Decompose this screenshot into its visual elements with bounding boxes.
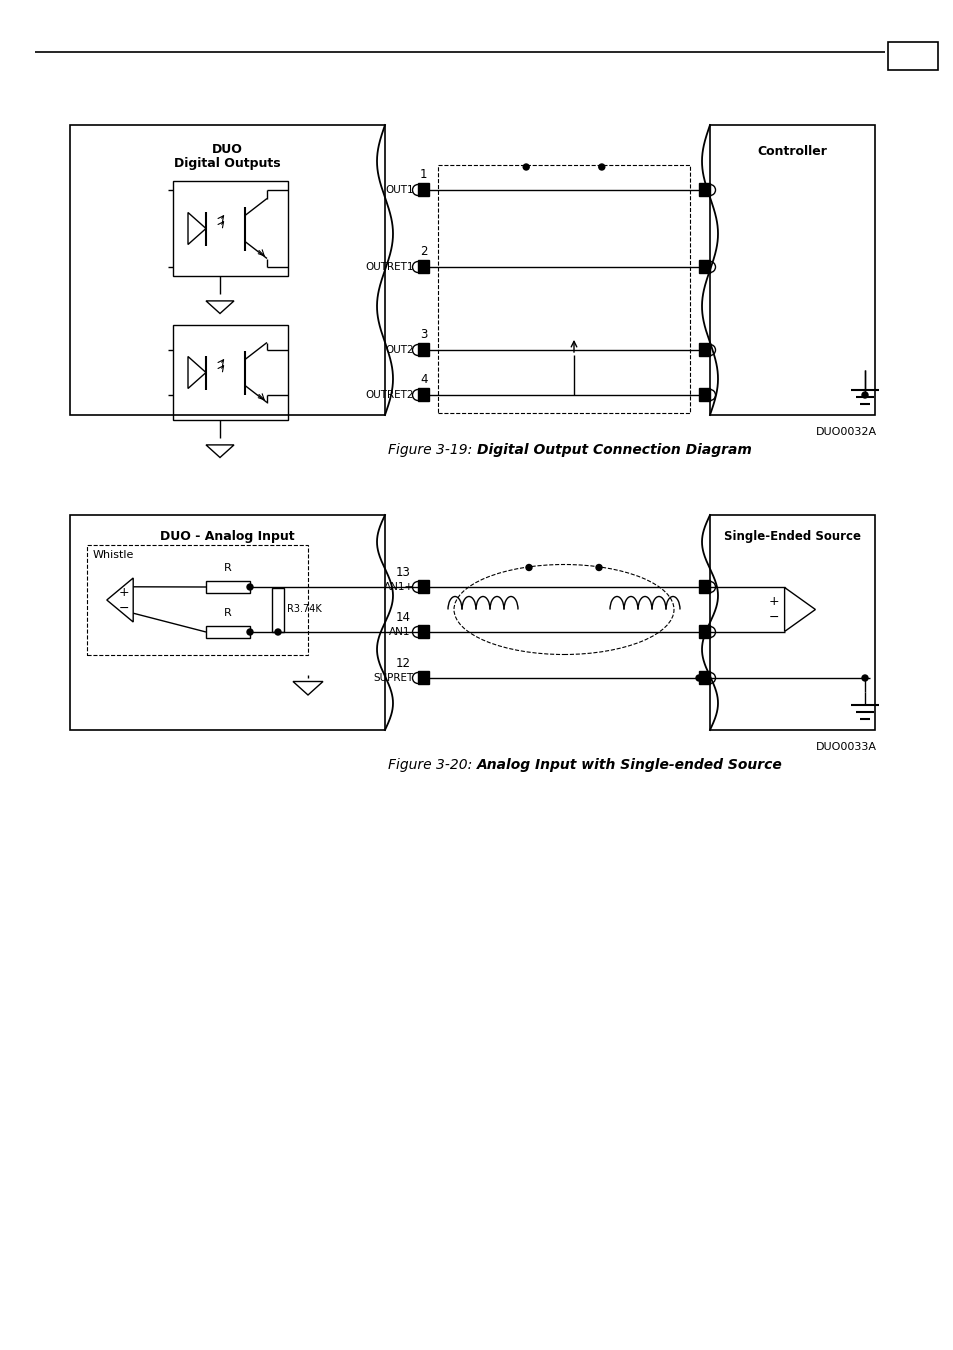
Text: OUT1: OUT1 bbox=[385, 185, 414, 194]
Circle shape bbox=[596, 564, 601, 571]
Text: +: + bbox=[119, 586, 130, 598]
Text: +: + bbox=[768, 595, 779, 608]
Text: DUO - Analog Input: DUO - Analog Input bbox=[160, 531, 294, 543]
Bar bbox=[417, 343, 429, 356]
Bar bbox=[172, 324, 288, 420]
Text: −: − bbox=[119, 602, 130, 614]
Bar bbox=[709, 514, 874, 730]
Text: 13: 13 bbox=[395, 566, 411, 579]
Text: Figure 3-19:: Figure 3-19: bbox=[388, 443, 476, 458]
Text: R: R bbox=[224, 608, 232, 618]
Text: DUO0033A: DUO0033A bbox=[815, 743, 876, 752]
Text: Analog Input with Single-ended Source: Analog Input with Single-ended Source bbox=[476, 757, 781, 772]
Bar bbox=[699, 625, 709, 639]
Bar bbox=[417, 671, 429, 684]
Text: Figure 3-20:: Figure 3-20: bbox=[388, 757, 476, 772]
Circle shape bbox=[862, 392, 867, 398]
Text: 3: 3 bbox=[419, 328, 427, 342]
Bar bbox=[417, 625, 429, 639]
Bar bbox=[699, 343, 709, 356]
Text: 2: 2 bbox=[419, 244, 427, 258]
Bar bbox=[417, 261, 429, 273]
Text: −: − bbox=[768, 612, 779, 624]
Circle shape bbox=[696, 675, 701, 680]
Bar bbox=[887, 42, 937, 70]
Text: OUTRET1: OUTRET1 bbox=[365, 262, 414, 271]
Text: OUTRET2: OUTRET2 bbox=[365, 390, 414, 400]
Bar bbox=[417, 184, 429, 196]
Circle shape bbox=[247, 585, 253, 590]
Bar bbox=[206, 580, 250, 593]
Circle shape bbox=[247, 629, 253, 634]
Bar bbox=[437, 165, 689, 413]
Bar bbox=[699, 184, 709, 196]
Bar bbox=[699, 261, 709, 273]
Bar bbox=[70, 514, 385, 730]
Circle shape bbox=[274, 629, 281, 634]
Bar bbox=[699, 387, 709, 401]
Bar bbox=[70, 126, 385, 414]
Text: Controller: Controller bbox=[757, 144, 826, 158]
Text: R: R bbox=[224, 563, 232, 572]
Circle shape bbox=[598, 163, 604, 170]
Text: 1: 1 bbox=[419, 167, 427, 181]
Circle shape bbox=[522, 163, 529, 170]
Text: AN1+: AN1+ bbox=[383, 582, 414, 593]
Bar bbox=[709, 126, 874, 414]
Text: DUO0032A: DUO0032A bbox=[815, 427, 876, 437]
Bar bbox=[272, 587, 284, 632]
Text: AN1-: AN1- bbox=[388, 626, 414, 637]
Bar bbox=[172, 181, 288, 275]
Text: 4: 4 bbox=[419, 373, 427, 386]
Text: Digital Output Connection Diagram: Digital Output Connection Diagram bbox=[476, 443, 751, 458]
Bar bbox=[699, 671, 709, 684]
Text: Whistle: Whistle bbox=[92, 549, 134, 560]
Bar bbox=[699, 580, 709, 593]
Text: Single-Ended Source: Single-Ended Source bbox=[723, 531, 861, 543]
Bar bbox=[417, 387, 429, 401]
Bar bbox=[206, 626, 250, 639]
Circle shape bbox=[862, 675, 867, 680]
Text: 14: 14 bbox=[395, 612, 411, 624]
Text: 12: 12 bbox=[395, 657, 411, 670]
Text: Digital Outputs: Digital Outputs bbox=[174, 157, 280, 170]
Text: SUPRET: SUPRET bbox=[374, 674, 414, 683]
Bar bbox=[417, 580, 429, 593]
Text: DUO: DUO bbox=[212, 143, 243, 157]
Text: R3.74K: R3.74K bbox=[287, 605, 321, 614]
Text: OUT2: OUT2 bbox=[385, 346, 414, 355]
Bar bbox=[87, 545, 308, 655]
Circle shape bbox=[525, 564, 532, 571]
